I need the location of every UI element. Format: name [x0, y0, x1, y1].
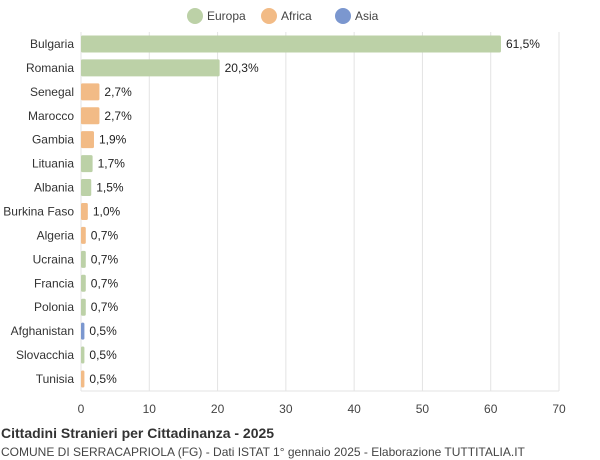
value-label: 20,3%	[225, 61, 259, 75]
value-label: 2,7%	[104, 85, 132, 99]
x-tick-label: 30	[279, 402, 293, 416]
x-tick-label: 40	[347, 402, 361, 416]
value-label: 0,5%	[89, 372, 117, 386]
value-label: 1,9%	[99, 133, 127, 147]
category-label: Francia	[34, 276, 74, 290]
x-tick-label: 50	[416, 402, 430, 416]
bar	[81, 226, 86, 244]
bar	[81, 83, 100, 101]
bar	[81, 59, 220, 77]
category-label: Ucraina	[33, 252, 75, 266]
category-label: Algeria	[37, 228, 75, 242]
category-label: Bulgaria	[30, 37, 74, 51]
chart-title: Cittadini Stranieri per Cittadinanza - 2…	[1, 425, 275, 441]
value-label: 2,7%	[104, 109, 132, 123]
category-label: Slovacchia	[16, 348, 74, 362]
bar	[81, 322, 85, 340]
legend-label: Asia	[355, 9, 379, 23]
bar	[81, 131, 94, 149]
bar	[81, 155, 93, 173]
bar	[81, 107, 100, 125]
x-axis: 0 10 20 30 40 50 60 70	[78, 402, 566, 416]
category-label: Burkina Faso	[3, 204, 74, 218]
value-label: 0,7%	[91, 228, 119, 242]
x-tick-label: 60	[484, 402, 498, 416]
category-label: Polonia	[34, 300, 74, 314]
value-label: 0,7%	[91, 300, 119, 314]
value-label: 0,7%	[91, 276, 119, 290]
category-label: Romania	[26, 61, 74, 75]
legend-label: Africa	[281, 9, 312, 23]
x-tick-label: 10	[143, 402, 157, 416]
category-label: Tunisia	[36, 372, 75, 386]
category-label: Lituania	[32, 157, 74, 171]
legend-label: Europa	[207, 9, 246, 23]
x-tick-label: 70	[552, 402, 566, 416]
x-tick-label: 0	[78, 402, 85, 416]
category-label: Albania	[34, 181, 74, 195]
value-label: 0,5%	[89, 324, 117, 338]
value-label: 1,7%	[98, 157, 126, 171]
value-labels: 61,5% 20,3% 2,7% 2,7% 1,9% 1,7% 1,5% 1,0% 0,7% 0,…	[89, 37, 540, 386]
legend-swatch	[335, 8, 351, 24]
bar	[81, 202, 88, 220]
category-label: Senegal	[30, 85, 74, 99]
bar	[81, 370, 85, 388]
value-label: 0,5%	[89, 348, 117, 362]
bar-chart: Europa Africa Asia Bulgaria Romania Senegal M…	[3, 8, 566, 416]
category-label: Afghanistan	[11, 324, 74, 338]
legend-swatch	[187, 8, 203, 24]
value-label: 1,0%	[93, 204, 121, 218]
legend: Europa Africa Asia	[187, 8, 379, 24]
bar	[81, 35, 501, 53]
category-label: Marocco	[28, 109, 74, 123]
bars	[81, 35, 501, 388]
bar	[81, 346, 85, 364]
bar	[81, 274, 86, 292]
category-label: Gambia	[32, 133, 74, 147]
bar	[81, 179, 92, 197]
category-labels: Bulgaria Romania Senegal Marocco Gambia Litua…	[3, 37, 74, 386]
value-label: 1,5%	[96, 181, 124, 195]
bar	[81, 298, 86, 316]
grid	[80, 32, 560, 392]
value-label: 61,5%	[506, 37, 540, 51]
value-label: 0,7%	[91, 252, 119, 266]
bar	[81, 250, 86, 268]
legend-swatch	[261, 8, 277, 24]
chart-subtitle: COMUNE DI SERRACAPRIOLA (FG) - Dati ISTA…	[1, 445, 525, 459]
x-tick-label: 20	[211, 402, 225, 416]
